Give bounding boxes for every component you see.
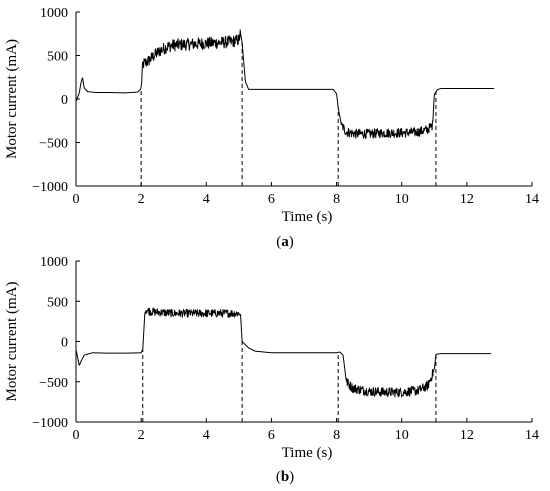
x-tick-label: 10 (395, 428, 409, 443)
x-tick-label: 6 (268, 192, 275, 207)
y-tick-label: −1000 (32, 180, 68, 195)
x-axis-label: Time (s) (282, 445, 333, 461)
y-tick-label: −1000 (32, 416, 68, 431)
y-tick-label: 500 (47, 50, 68, 65)
x-axis-label: Time (s) (282, 209, 333, 225)
x-tick-label: 8 (333, 428, 340, 443)
series-line (75, 29, 495, 140)
y-tick-label: −500 (39, 376, 68, 391)
x-tick-label: 2 (138, 428, 145, 443)
series-line (75, 307, 492, 398)
y-tick-label: 1000 (40, 6, 68, 21)
chart-panel-b: 0 2 4 6 8 10 12 14 −1000 −500 0 500 1000 Time (s) Moto… (4, 255, 539, 485)
x-tick-label: 10 (395, 192, 409, 207)
x-tick-label: 0 (73, 428, 80, 443)
y-tick-label: 1000 (40, 255, 68, 270)
x-tick-label: 12 (460, 192, 474, 207)
panel-caption: (a) (276, 234, 294, 250)
x-tick-label: 4 (203, 192, 210, 207)
y-tick-label: 0 (61, 336, 68, 351)
x-tick-label: 8 (333, 192, 340, 207)
y-tick-label: 0 (61, 93, 68, 108)
y-tick-label: −500 (39, 137, 68, 152)
x-tick-label: 2 (138, 192, 145, 207)
x-tick-label: 4 (203, 428, 210, 443)
y-tick-label: 500 (47, 295, 68, 310)
x-tick-label: 14 (525, 428, 539, 443)
panel-caption: (b) (276, 469, 294, 485)
x-tick-label: 0 (73, 192, 80, 207)
y-axis-label: Motor current (mA) (4, 282, 20, 402)
y-axis-label: Motor current (mA) (4, 39, 20, 159)
x-tick-label: 6 (268, 428, 275, 443)
chart-panel-a: 0 2 4 6 8 10 12 14 −1000 −500 0 500 1000 Time (s) Moto… (4, 6, 539, 250)
x-tick-label: 14 (525, 192, 539, 207)
x-tick-label: 12 (460, 428, 474, 443)
